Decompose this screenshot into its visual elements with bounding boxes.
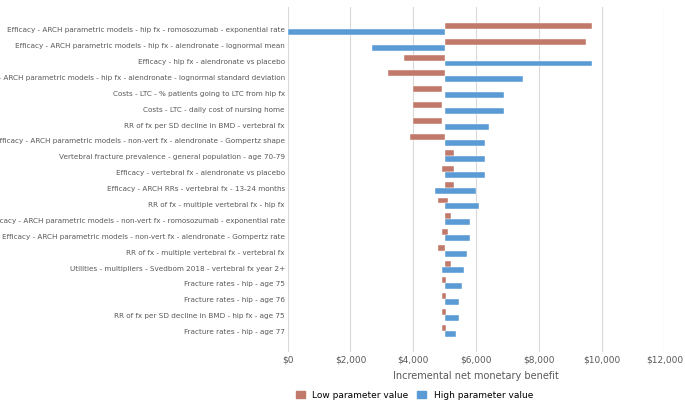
Bar [438,245,445,252]
Bar [413,87,442,93]
Bar [445,283,462,289]
Bar [435,188,476,194]
Bar [445,77,523,83]
Bar [445,214,451,220]
Bar [404,55,445,62]
Bar [445,262,451,267]
Bar [445,141,486,147]
Bar [413,119,442,125]
Bar [445,156,486,162]
Bar [445,220,470,226]
Bar [373,45,445,51]
X-axis label: Incremental net monetary benefit: Incremental net monetary benefit [393,370,559,379]
Bar [413,103,442,109]
Legend: Low parameter value, High parameter value: Low parameter value, High parameter valu… [292,387,536,403]
Bar [442,309,446,315]
Bar [438,198,448,204]
Bar [445,151,454,156]
Bar [288,30,445,36]
Bar [442,230,448,236]
Bar [442,166,454,172]
Bar [410,135,445,141]
Bar [445,299,459,305]
Bar [445,331,456,337]
Bar [445,182,454,188]
Bar [445,236,470,242]
Bar [445,40,586,45]
Bar [445,109,504,115]
Bar [445,252,466,258]
Bar [445,93,504,99]
Bar [445,315,459,321]
Bar [442,293,446,299]
Bar [442,277,446,283]
Bar [445,125,488,131]
Bar [442,325,446,331]
Bar [388,71,445,77]
Bar [445,172,486,178]
Bar [445,204,479,210]
Bar [445,24,593,30]
Bar [442,267,464,273]
Bar [445,62,593,67]
